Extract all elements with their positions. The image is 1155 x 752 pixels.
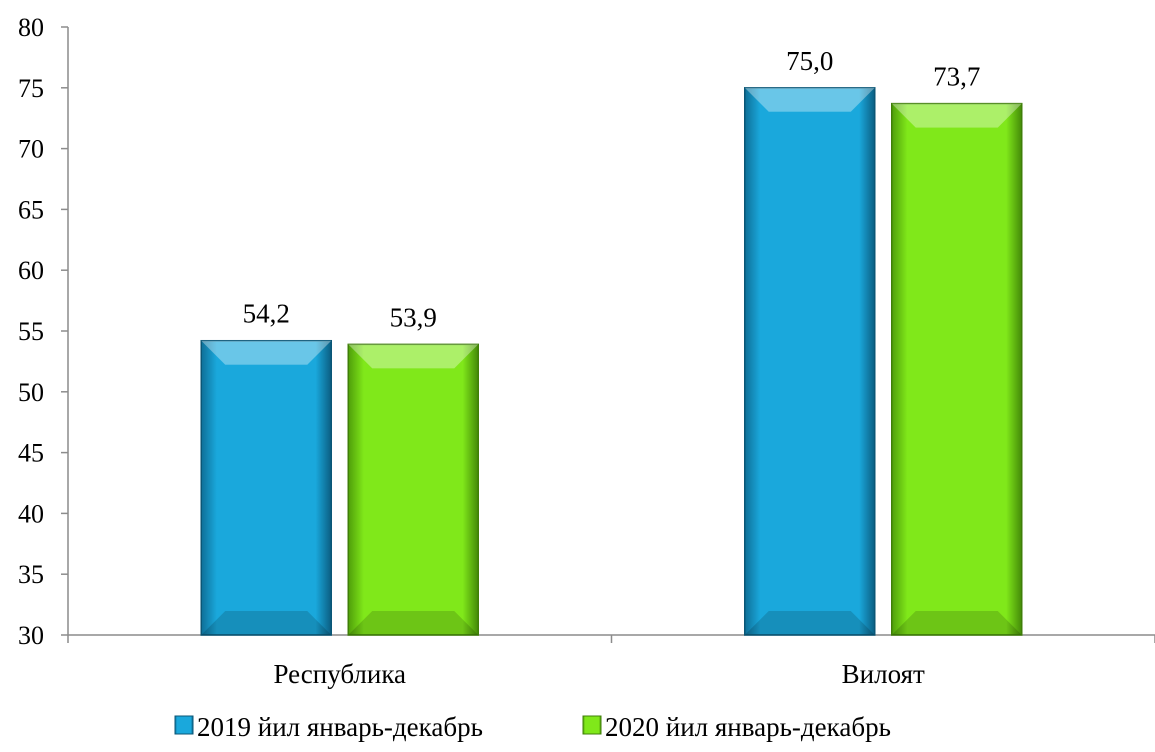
bar: [891, 102, 1023, 636]
bars: [200, 87, 1023, 636]
y-tick-label: 45: [18, 439, 44, 468]
data-label: 73,7: [933, 62, 980, 92]
bar-face: [915, 127, 998, 611]
bar-bottom-bevel: [891, 611, 1022, 635]
data-label: 54,2: [243, 299, 290, 329]
bar-bottom-bevel: [348, 611, 479, 635]
legend: 2019 йил январь-декабрь 2020 йил январь-д…: [174, 712, 891, 742]
y-tick-label: 30: [18, 621, 44, 650]
bar-top-bevel: [348, 344, 479, 369]
legend-swatch: [174, 715, 194, 735]
y-tick-label: 60: [18, 256, 44, 285]
y-tick-label: 65: [18, 195, 44, 224]
legend-item: 2020 йил январь-декабрь: [582, 712, 891, 742]
y-tick-label: 40: [18, 499, 44, 528]
legend-label: 2019 йил январь-декабрь: [197, 712, 483, 742]
y-tick-label: 55: [18, 317, 44, 346]
axes: 30 35 40 45 50 55 60 65 70 75 80 Республика Вилоят: [18, 13, 1155, 689]
bar-body: [200, 339, 332, 636]
y-tick-label: 35: [18, 560, 44, 589]
data-labels: 54,2 53,9 75,0 73,7: [243, 46, 981, 333]
bar-face: [768, 111, 851, 612]
bar-body: [891, 102, 1023, 636]
y-tick-label: 50: [18, 378, 44, 407]
bar-body: [744, 87, 876, 636]
y-tick-label: 75: [18, 74, 44, 103]
bar: [744, 87, 876, 636]
data-label: 75,0: [786, 46, 833, 76]
legend-item: 2019 йил январь-декабрь: [174, 712, 483, 742]
bar: [347, 343, 479, 636]
bar-bottom-bevel: [201, 611, 332, 635]
bar-body: [347, 343, 479, 636]
bar: [200, 339, 332, 636]
legend-label: 2020 йил январь-декабрь: [605, 712, 891, 742]
data-label: 53,9: [390, 302, 437, 332]
bar-face: [225, 364, 308, 611]
x-tick-label: Республика: [273, 659, 406, 689]
bar-top-bevel: [891, 103, 1022, 128]
y-tick-label: 80: [18, 13, 44, 42]
x-tick-label: Вилоят: [842, 659, 925, 689]
y-tick-label: 70: [18, 135, 44, 164]
legend-swatch: [582, 715, 602, 735]
bar-bottom-bevel: [744, 611, 875, 635]
bar-top-bevel: [744, 87, 875, 112]
bar-top-bevel: [201, 340, 332, 365]
bar-face: [372, 368, 455, 611]
